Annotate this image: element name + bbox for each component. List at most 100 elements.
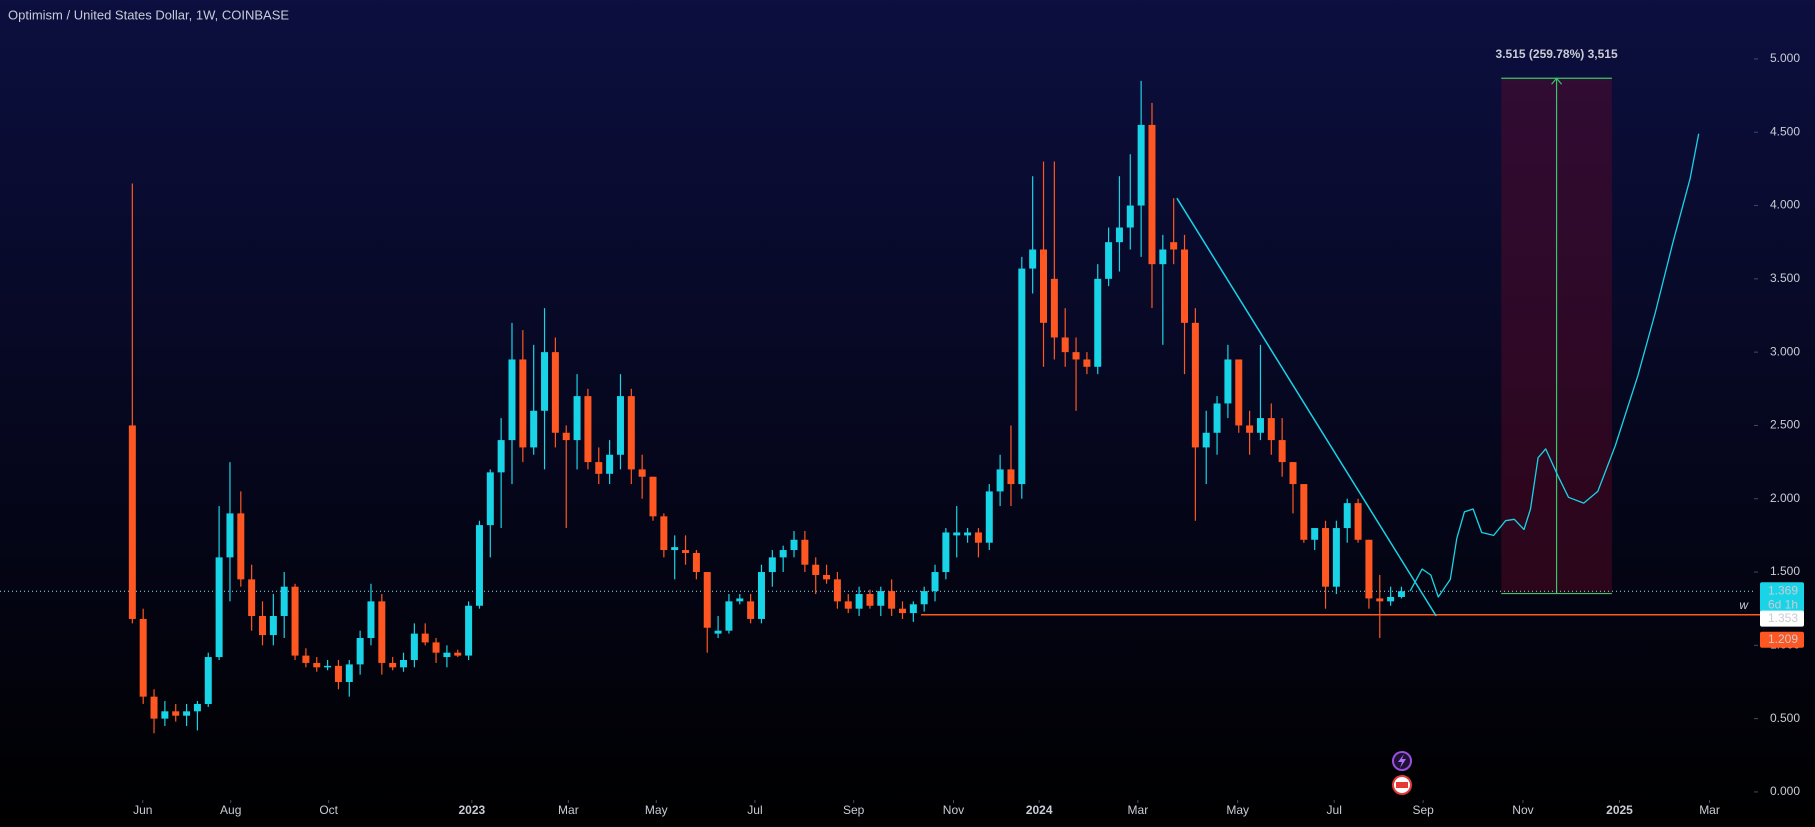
candle-body bbox=[714, 630, 722, 634]
candle-body bbox=[844, 601, 852, 609]
candle-body bbox=[649, 476, 657, 517]
candle-body bbox=[280, 586, 288, 617]
candle-body bbox=[454, 652, 462, 656]
candle-body bbox=[237, 513, 245, 580]
candle-body bbox=[996, 469, 1004, 492]
event-icon bbox=[1396, 782, 1408, 788]
projection-path bbox=[1409, 133, 1700, 598]
candle-body bbox=[1256, 418, 1264, 433]
candle-body bbox=[562, 432, 570, 441]
candle-body bbox=[1289, 462, 1297, 485]
candle-body bbox=[215, 557, 223, 658]
candle-body bbox=[1105, 242, 1113, 279]
candle-body bbox=[1159, 249, 1167, 265]
candle-body bbox=[302, 655, 310, 663]
candle-body bbox=[1170, 242, 1178, 250]
candle-body bbox=[551, 352, 559, 433]
candle-body bbox=[1083, 359, 1091, 367]
y-tick-label: 2.500 bbox=[1770, 418, 1800, 432]
candle-body bbox=[172, 711, 180, 716]
candle-body bbox=[779, 550, 787, 558]
candle-body bbox=[1300, 484, 1308, 540]
candle-body bbox=[616, 396, 624, 455]
marker-price-label: 1.353 bbox=[1768, 611, 1798, 625]
marker-price-box bbox=[1760, 610, 1804, 627]
support-price-label: 1.209 bbox=[1768, 632, 1798, 646]
candle-body bbox=[193, 703, 201, 712]
candle-body bbox=[747, 601, 755, 619]
candle-body bbox=[226, 513, 234, 558]
candle-body bbox=[204, 657, 212, 704]
candle-body bbox=[1376, 598, 1384, 602]
x-tick-label: Oct bbox=[319, 803, 338, 817]
candle-body bbox=[1332, 528, 1340, 587]
candle-body bbox=[1191, 322, 1199, 448]
candle-body bbox=[291, 586, 299, 656]
candle-body bbox=[400, 659, 408, 668]
candle-body bbox=[313, 662, 321, 668]
candle-body bbox=[259, 616, 267, 636]
candle-body bbox=[1018, 268, 1026, 485]
x-tick-label: Sep bbox=[843, 803, 865, 817]
chart-title: Optimism / United States Dollar, 1W, COI… bbox=[8, 7, 289, 22]
candle-body bbox=[736, 598, 744, 602]
x-tick-label: Sep bbox=[1412, 803, 1434, 817]
candle-body bbox=[1267, 418, 1275, 441]
candle-body bbox=[443, 652, 451, 658]
y-tick-label: 2.000 bbox=[1770, 491, 1800, 505]
support-price-box bbox=[1760, 631, 1804, 648]
candle-body bbox=[888, 591, 896, 609]
x-tick-label: Mar bbox=[558, 803, 579, 817]
candle-body bbox=[812, 564, 820, 575]
trendline bbox=[1176, 197, 1437, 617]
candle-body bbox=[1115, 227, 1123, 243]
candle-body bbox=[128, 425, 136, 619]
candle-body bbox=[1202, 432, 1210, 448]
candle-body bbox=[790, 539, 798, 551]
x-tick-label: 2023 bbox=[459, 803, 486, 817]
x-tick-label: Mar bbox=[1128, 803, 1149, 817]
candle-body bbox=[497, 440, 505, 473]
candle-body bbox=[378, 601, 386, 663]
x-tick-label: 2024 bbox=[1026, 803, 1053, 817]
y-tick-label: 4.000 bbox=[1770, 198, 1800, 212]
candle-body bbox=[541, 352, 549, 411]
candle-body bbox=[324, 665, 332, 668]
x-tick-label: May bbox=[645, 803, 668, 817]
candle-body bbox=[1094, 278, 1102, 367]
y-tick-label: 0.500 bbox=[1770, 711, 1800, 725]
candle-body bbox=[475, 525, 483, 606]
y-tick-label: 3.000 bbox=[1770, 344, 1800, 358]
measure-label: 3.515 (259.78%) 3,515 bbox=[1496, 47, 1618, 61]
candle-body bbox=[530, 410, 538, 448]
candle-body bbox=[1235, 359, 1243, 426]
candle-body bbox=[920, 591, 928, 605]
support-tag: w bbox=[1739, 598, 1749, 612]
candle-body bbox=[1343, 503, 1351, 529]
last-price-box bbox=[1760, 582, 1804, 615]
candle-body bbox=[909, 604, 917, 614]
candle-body bbox=[1397, 591, 1405, 597]
x-tick-label: May bbox=[1226, 803, 1249, 817]
candle-body bbox=[1213, 403, 1221, 433]
candle-body bbox=[248, 579, 256, 617]
candle-body bbox=[1311, 528, 1319, 540]
candle-body bbox=[638, 469, 646, 477]
candle-body bbox=[1354, 503, 1362, 540]
candle-body bbox=[183, 711, 191, 716]
candle-body bbox=[432, 642, 440, 653]
measure-arrowhead bbox=[1551, 77, 1563, 85]
x-tick-label: Mar bbox=[1699, 803, 1720, 817]
candle-body bbox=[898, 608, 906, 614]
candle-body bbox=[964, 532, 972, 536]
y-tick-label: 4.500 bbox=[1770, 124, 1800, 138]
candle-body bbox=[823, 574, 831, 580]
candle-body bbox=[866, 594, 874, 606]
x-tick-label: Nov bbox=[943, 803, 964, 817]
y-tick-label: 5.000 bbox=[1770, 51, 1800, 65]
y-tick-label: 1.500 bbox=[1770, 564, 1800, 578]
candle-body bbox=[410, 633, 418, 660]
x-tick-label: 2025 bbox=[1606, 803, 1633, 817]
x-tick-label: Jul bbox=[747, 803, 762, 817]
